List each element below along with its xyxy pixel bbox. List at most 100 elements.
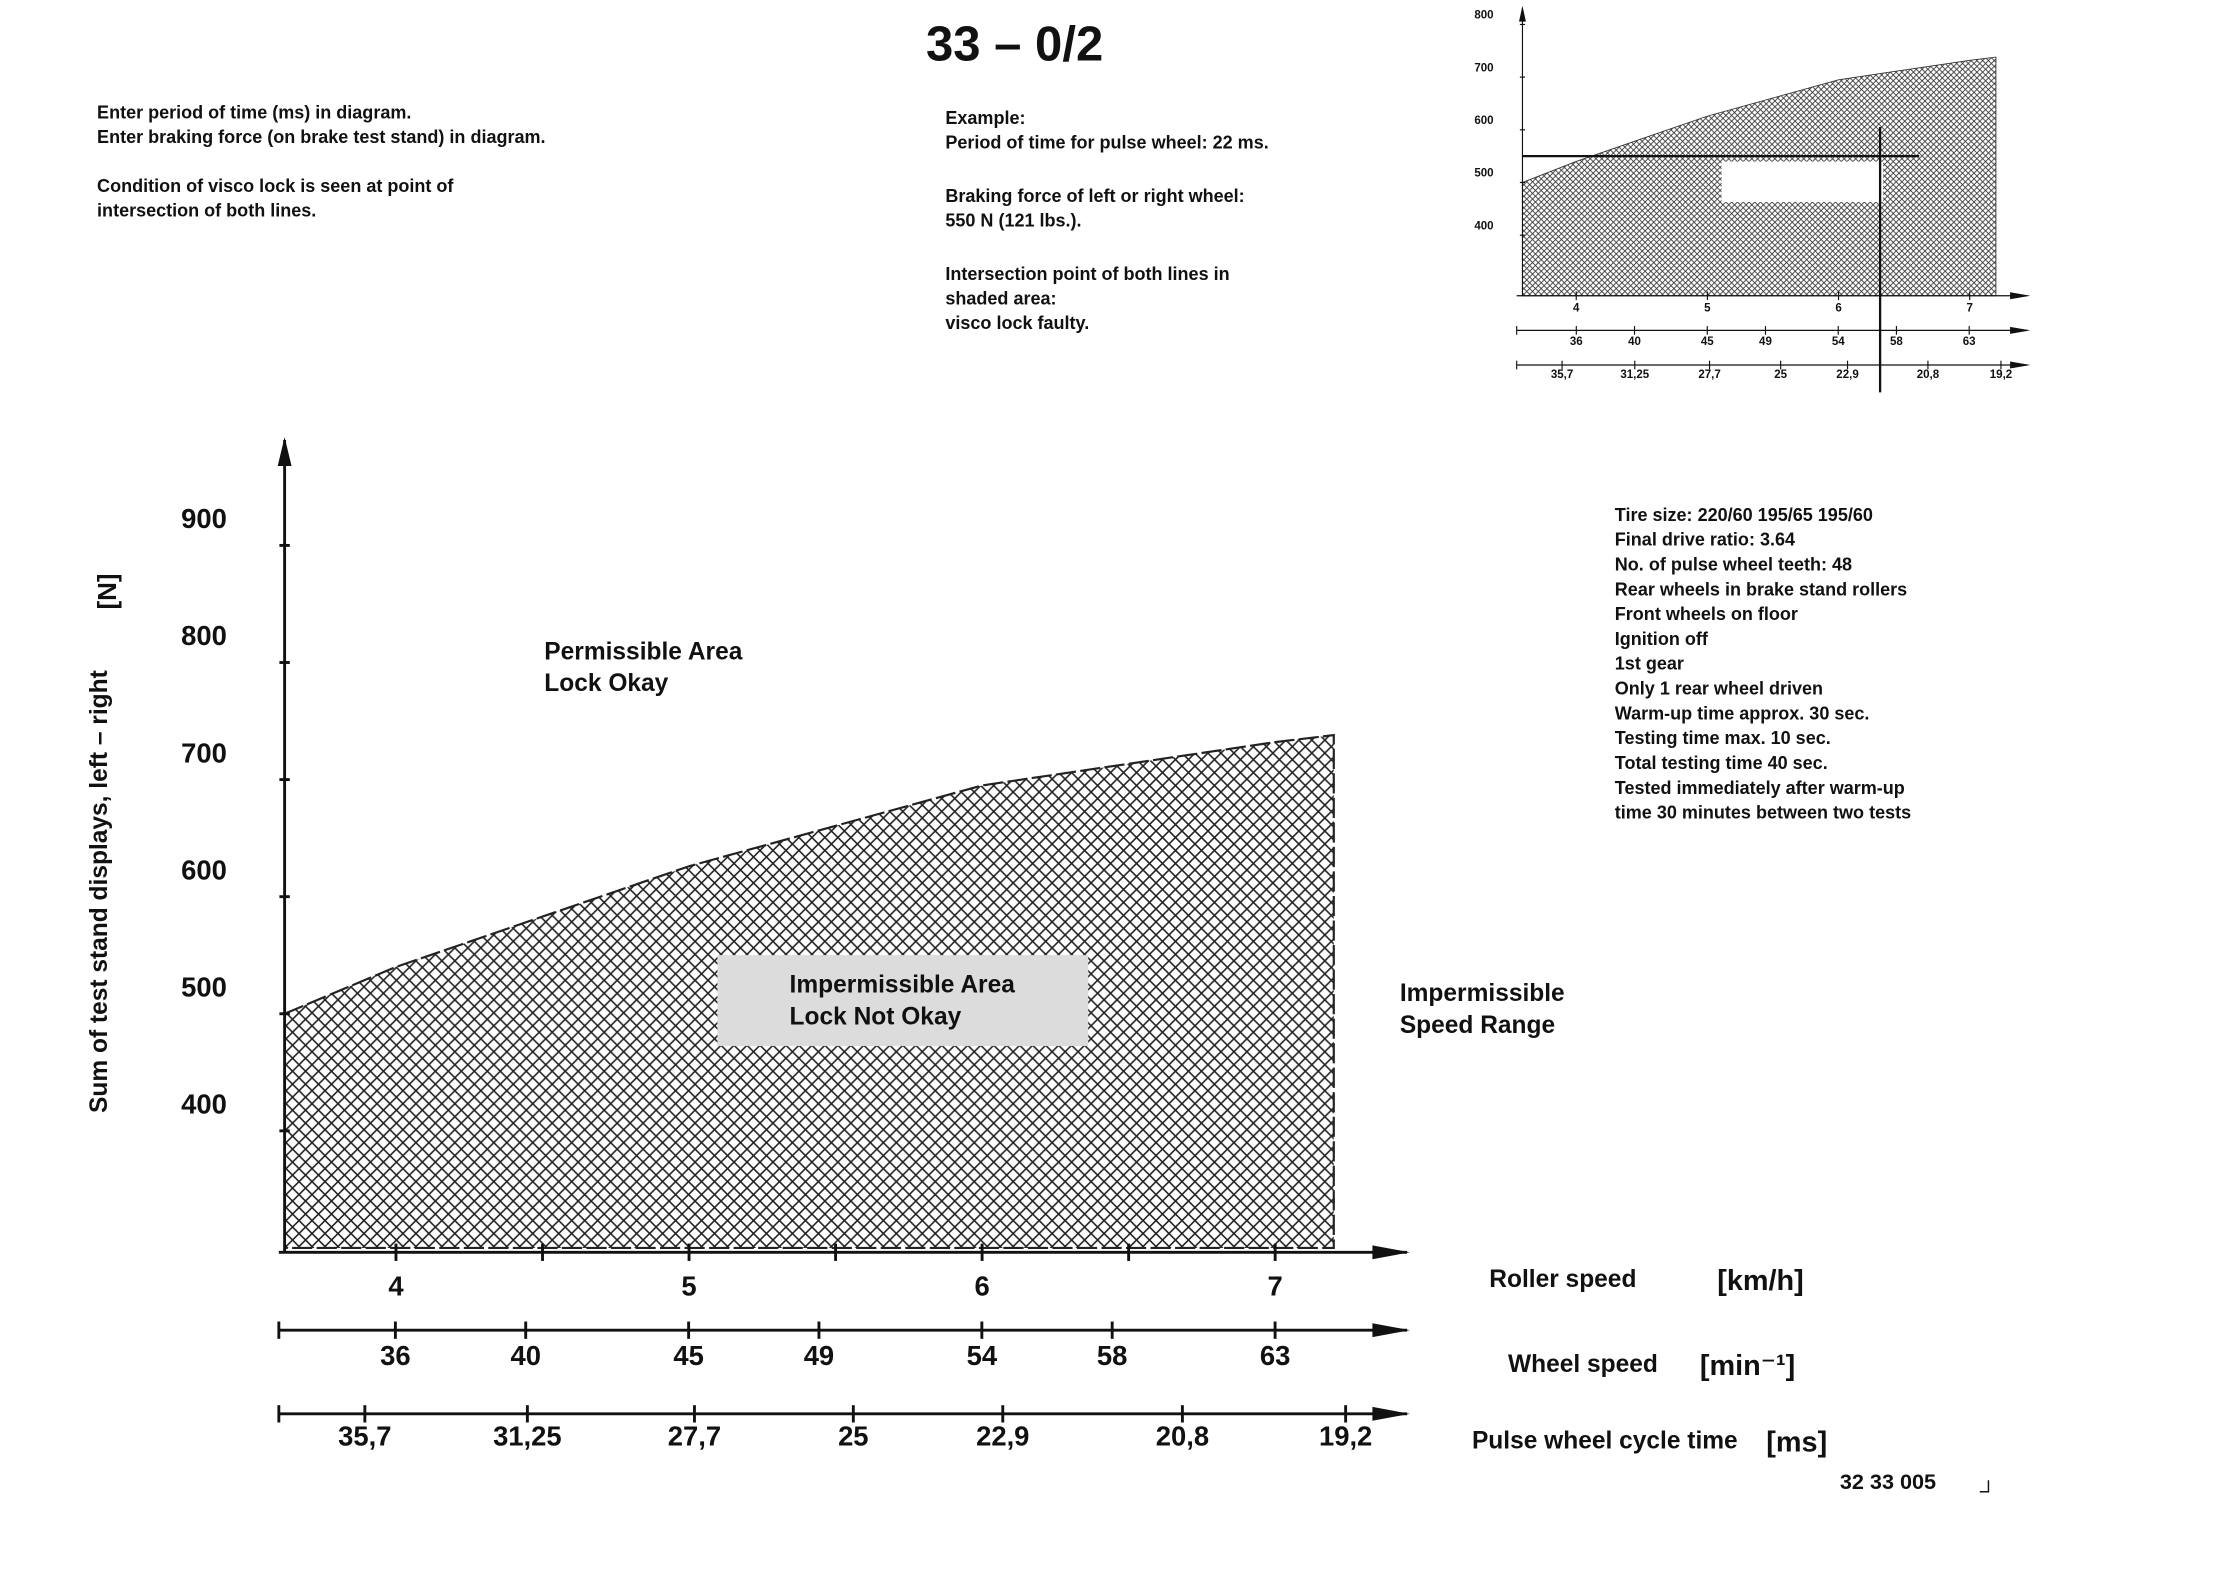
y-tick-label: 500 [1474,168,1493,180]
x-tick-label: 27,7 [668,1421,721,1452]
x-tick-label: 27,7 [1698,369,1720,381]
x-tick-label: 4 [1573,303,1580,315]
spec-line: Only 1 rear wheel driven [1615,679,1823,699]
annotation: Lock Okay [544,670,668,697]
example-line: Intersection point of both lines in [945,264,1229,284]
annotation: Impermissible Area [790,972,1016,999]
spec-line: time 30 minutes between two tests [1615,803,1911,823]
x-axis-unit: [km/h] [1717,1265,1804,1297]
example-line: Braking force of left or right wheel: [945,186,1244,206]
x-tick-label: 25 [1774,369,1787,381]
x-tick-label: 35,7 [338,1421,391,1452]
instruction-line: Enter braking force (on brake test stand… [97,127,545,147]
x-tick-label: 36 [1570,336,1583,348]
x-tick-label: 63 [1963,336,1976,348]
y-tick-label: 400 [1474,220,1493,232]
axis-arrow [1372,1323,1410,1338]
spec-line: Front wheels on floor [1615,604,1798,624]
label-box [717,955,1089,1046]
axis-arrow [1518,5,1526,22]
page-number: 33 – 0/2 [926,18,1103,72]
example-line: Example: [945,108,1025,128]
x-axis-title: Wheel speed [1508,1351,1658,1378]
x-tick-label: 31,25 [1620,369,1649,381]
y-tick-label: 800 [181,620,227,651]
annotation: Lock Not Okay [790,1003,962,1030]
x-tick-label: 35,7 [1551,369,1573,381]
instruction-line: Condition of visco lock is seen at point… [97,176,454,196]
x-tick-label: 49 [804,1340,834,1371]
x-axis-title: Pulse wheel cycle time [1472,1427,1738,1454]
y-tick-label: 700 [1474,62,1493,74]
axis-arrow [1372,1245,1410,1260]
x-tick-label: 58 [1097,1340,1127,1371]
x-axis-title: Roller speed [1489,1266,1636,1293]
example-line: visco lock faulty. [945,313,1089,333]
y-tick-label: 600 [1474,115,1493,127]
x-tick-label: 58 [1890,336,1903,348]
y-tick-label: 700 [181,737,227,768]
x-tick-label: 40 [510,1340,540,1371]
x-tick-label: 5 [1704,303,1711,315]
x-tick-label: 49 [1759,336,1772,348]
x-tick-label: 22,9 [976,1421,1029,1452]
example-line: Period of time for pulse wheel: 22 ms. [945,133,1268,153]
y-tick-label: 500 [181,971,227,1002]
x-tick-label: 45 [673,1340,703,1371]
x-axis-unit: [min⁻¹] [1700,1350,1795,1382]
annotation: Impermissible [1400,980,1565,1007]
x-tick-label: 40 [1628,336,1641,348]
y-tick-label: 800 [1474,10,1493,22]
x-tick-label: 20,8 [1917,369,1940,381]
spec-line: No. of pulse wheel teeth: 48 [1615,554,1852,574]
instruction-line: intersection of both lines. [97,200,316,220]
spec-line: Warm-up time approx. 30 sec. [1615,703,1870,723]
x-tick-label: 25 [838,1421,868,1452]
spec-line: 1st gear [1615,654,1684,674]
x-tick-label: 5 [681,1271,696,1302]
axis-arrow [1372,1406,1410,1421]
y-axis-title: Sum of test stand displays, left – right [86,670,113,1113]
corner-mark [1979,1480,1990,1493]
axis-arrow [2010,361,2031,369]
y-tick-label: 400 [181,1089,227,1120]
x-tick-label: 7 [1966,303,1972,315]
spec-line: Ignition off [1615,629,1709,649]
spec-line: Tire size: 220/60 195/65 195/60 [1615,505,1873,525]
x-tick-label: 19,2 [1990,369,2012,381]
x-tick-label: 31,25 [493,1421,562,1452]
x-tick-label: 36 [380,1340,410,1371]
axis-arrow [277,437,292,466]
annotation: Permissible Area [544,638,742,665]
example-line: 550 N (121 lbs.). [945,211,1081,231]
x-tick-label: 22,9 [1836,369,1858,381]
y-tick-label: 600 [181,854,227,885]
label-box [1721,161,1884,202]
spec-line: Total testing time 40 sec. [1615,753,1828,773]
example-line: shaded area: [945,288,1056,308]
spec-line: Final drive ratio: 3.64 [1615,530,1795,550]
axis-arrow [2010,326,2031,334]
x-tick-label: 4 [388,1271,404,1302]
y-tick-label: 900 [181,503,227,534]
axis-arrow [2010,292,2031,300]
x-tick-label: 54 [1832,336,1845,348]
annotation: Speed Range [1400,1012,1555,1039]
x-tick-label: 45 [1701,336,1714,348]
x-tick-label: 20,8 [1156,1421,1209,1452]
x-tick-label: 7 [1268,1271,1283,1302]
x-tick-label: 6 [1835,303,1841,315]
x-tick-label: 63 [1260,1340,1290,1371]
instruction-line: Enter period of time (ms) in diagram. [97,102,411,122]
x-tick-label: 19,2 [1319,1421,1372,1452]
spec-line: Tested immediately after warm-up [1615,778,1905,798]
y-axis-unit: [N] [92,573,122,609]
figure-number: 32 33 005 [1840,1469,1936,1494]
x-axis-unit: [ms] [1766,1426,1827,1458]
spec-line: Testing time max. 10 sec. [1615,728,1831,748]
spec-line: Rear wheels in brake stand rollers [1615,579,1907,599]
x-tick-label: 54 [967,1340,998,1371]
x-tick-label: 6 [974,1271,989,1302]
